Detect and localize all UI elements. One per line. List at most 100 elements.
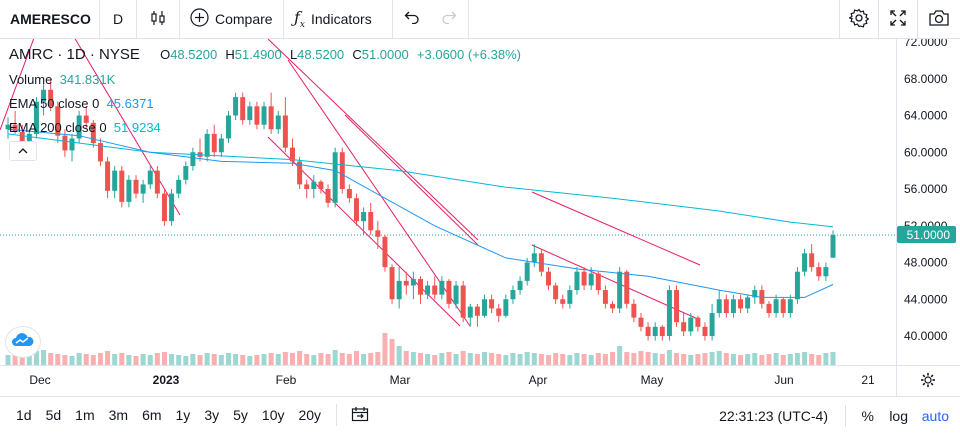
volume-legend[interactable]: Volume 341.831K — [9, 72, 116, 87]
tradingview-logo[interactable] — [6, 327, 40, 357]
cloud-chart-icon — [11, 332, 35, 353]
candle-body — [638, 317, 644, 327]
volume-bar — [375, 352, 381, 365]
candle-body — [382, 236, 388, 268]
volume-bar — [19, 356, 25, 365]
range-1m[interactable]: 1m — [75, 407, 95, 423]
log-scale-toggle[interactable]: log — [889, 407, 908, 424]
range-20y[interactable]: 20y — [298, 407, 322, 423]
volume-bar — [247, 356, 253, 365]
volume-bar — [802, 352, 808, 365]
top-toolbar: AMERESCO D Compare ƒx Indicators — [0, 0, 960, 39]
volume-bar — [190, 354, 196, 365]
range-5d[interactable]: 5d — [45, 407, 62, 423]
candle-body — [702, 326, 708, 336]
symbol-search-button[interactable]: AMERESCO — [0, 0, 100, 39]
candle-body — [567, 290, 573, 304]
candle-body — [69, 138, 75, 151]
candle-body — [418, 279, 423, 295]
percent-scale-toggle[interactable]: % — [861, 407, 874, 424]
range-1y[interactable]: 1y — [175, 407, 191, 423]
candle-body — [225, 115, 231, 139]
candle-body — [460, 285, 466, 318]
volume-bar — [624, 352, 630, 365]
candle-body — [816, 267, 822, 277]
legend-collapse-button[interactable] — [9, 141, 37, 161]
volume-bar — [318, 353, 324, 365]
gear-icon — [848, 8, 870, 31]
volume-bar — [467, 353, 473, 365]
axis-settings-icon[interactable] — [921, 373, 935, 387]
range-3m[interactable]: 3m — [108, 407, 129, 423]
ema50-legend[interactable]: EMA 50 close 0 45.6371 — [9, 96, 154, 111]
candle-body — [716, 299, 722, 314]
volume-bar — [787, 354, 793, 365]
compare-button[interactable]: Compare — [180, 0, 284, 39]
candle-body — [709, 313, 715, 336]
volume-bar — [489, 353, 495, 365]
price-tick-label: 72.0000 — [904, 39, 948, 49]
volume-bar — [218, 355, 224, 365]
indicators-button[interactable]: ƒx Indicators — [284, 0, 393, 39]
trend-line — [344, 114, 479, 246]
candle-body — [588, 273, 594, 286]
volume-bar — [631, 353, 637, 365]
volume-bar — [261, 354, 267, 365]
price-chart[interactable]: 72.000068.000064.000060.000056.000052.00… — [0, 39, 960, 396]
candle-body — [83, 115, 89, 123]
volume-bar — [410, 352, 416, 365]
trend-line — [267, 39, 479, 241]
candle-body — [254, 106, 260, 125]
candle-body — [318, 181, 324, 189]
camera-icon — [928, 9, 950, 30]
range-6m[interactable]: 6m — [142, 407, 162, 423]
volume-bar — [183, 356, 189, 365]
redo-icon[interactable] — [441, 10, 457, 29]
candle-body — [446, 280, 452, 304]
screenshot-button[interactable] — [917, 0, 960, 39]
volume-bar — [439, 353, 445, 365]
volume-bar — [197, 355, 203, 365]
volume-bar — [325, 354, 331, 365]
interval-button[interactable]: D — [100, 0, 137, 39]
volume-bar — [610, 352, 616, 365]
ema50-line — [7, 128, 834, 298]
volume-bar — [773, 353, 779, 365]
candle-body — [666, 290, 672, 336]
candle-body — [674, 290, 680, 323]
candle-body — [268, 106, 274, 130]
go-to-date-button[interactable] — [345, 406, 375, 425]
auto-scale-toggle[interactable]: auto — [921, 407, 949, 424]
chart-type-button[interactable] — [137, 0, 180, 39]
legend-ticker[interactable]: AMRC · 1D · NYSE — [9, 46, 140, 63]
candle-body — [282, 115, 288, 148]
range-1d[interactable]: 1d — [16, 407, 32, 423]
price-tick-label: 60.0000 — [904, 145, 948, 159]
volume-bar — [425, 354, 431, 365]
range-3y[interactable]: 3y — [204, 407, 220, 423]
volume-bar — [403, 351, 409, 365]
candle-body — [730, 299, 736, 314]
settings-button[interactable] — [839, 0, 878, 39]
ema200-legend[interactable]: EMA 200 close 0 51.9234 — [9, 120, 161, 135]
undo-icon[interactable] — [404, 10, 420, 29]
range-5y[interactable]: 5y — [233, 407, 248, 423]
candle-body — [425, 285, 431, 295]
candle-body — [453, 285, 459, 304]
candle-body — [261, 106, 267, 125]
candle-body — [617, 271, 623, 309]
fullscreen-button[interactable] — [878, 0, 917, 39]
price-tick-label: 68.0000 — [904, 72, 948, 86]
volume-bar — [354, 351, 359, 365]
volume-bar — [83, 354, 89, 365]
candle-body — [794, 271, 800, 300]
volume-bar — [225, 353, 231, 365]
trend-line — [531, 191, 701, 266]
function-icon: ƒx — [294, 7, 305, 31]
volume-bar — [496, 354, 502, 365]
range-10y[interactable]: 10y — [261, 407, 285, 423]
volume-bar — [560, 354, 566, 365]
candle-body — [396, 280, 402, 300]
volume-bar — [368, 353, 374, 365]
clock-timezone-button[interactable]: 22:31:23 (UTC-4) — [719, 407, 828, 424]
